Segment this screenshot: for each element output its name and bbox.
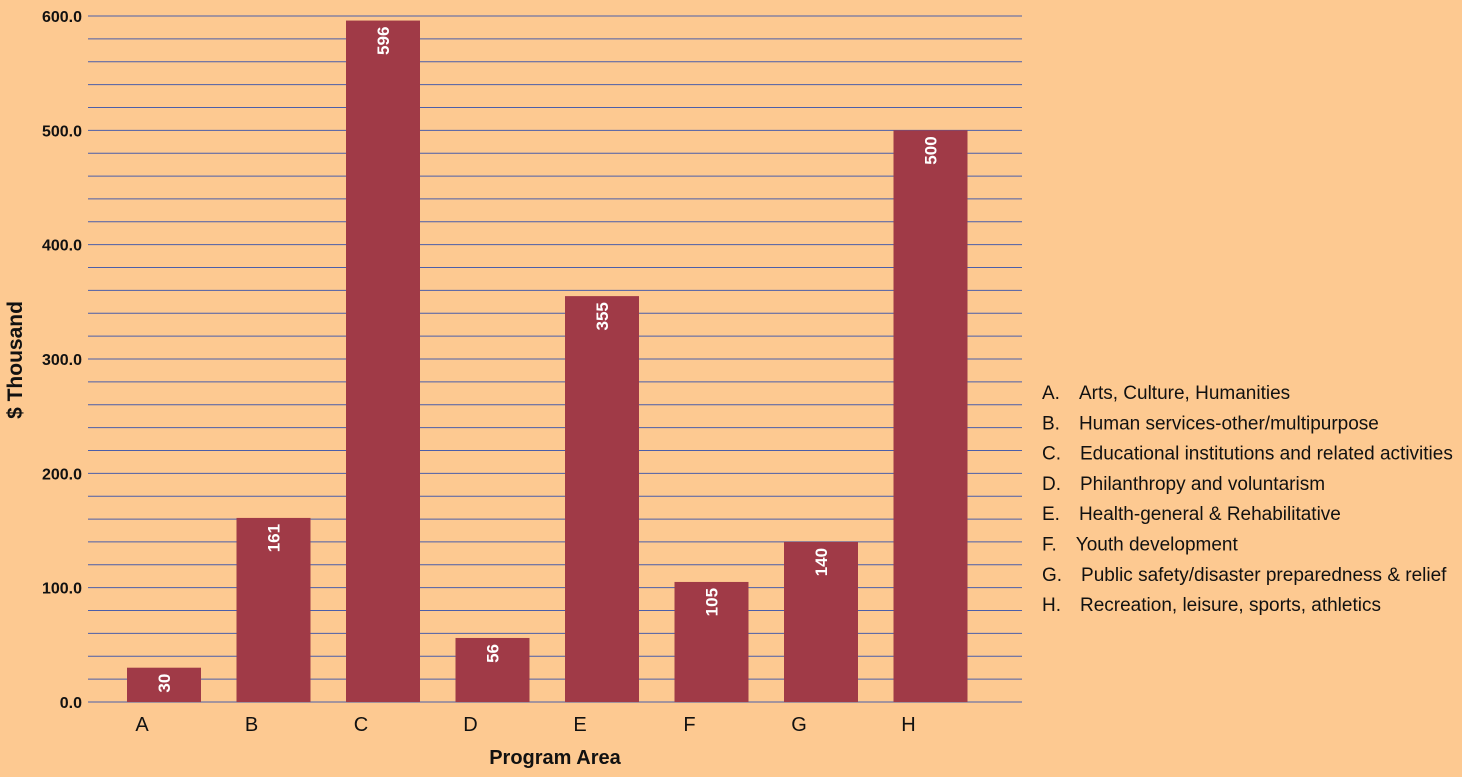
bar-b [236,517,311,702]
bar-c [346,20,420,702]
legend-item: H. Recreation, leisure, sports, athletic… [1042,595,1381,616]
x-tick-label: G [791,714,807,736]
bar-value-label: 56 [484,644,503,663]
legend: A. Arts, Culture, Humanities B. Human ser… [1042,383,1453,616]
bar-f [674,581,749,702]
y-tick-label: 100.0 [42,581,82,598]
y-tick-label: 0.0 [60,695,82,712]
bar-e [565,296,639,702]
legend-item: C. Educational institutions and related … [1042,444,1453,465]
bar-a [127,667,201,702]
x-tick-label: E [573,714,586,736]
legend-item: G. Public safety/disaster preparedness &… [1042,565,1447,586]
bar-value-label: 596 [374,27,393,55]
legend-item: A. Arts, Culture, Humanities [1042,383,1290,404]
x-tick-label: B [245,714,258,736]
y-axis-ticks: 0.0 100.0 200.0 300.0 400.0 500.0 600.0 [42,9,82,712]
y-tick-label: 200.0 [42,466,82,483]
y-tick-label: 300.0 [42,352,82,369]
y-tick-label: 500.0 [42,123,82,140]
bar-h [893,130,968,703]
bars: 30 161 596 56 355 105 140 500 [127,20,968,703]
legend-item: B. Human services-other/multipurpose [1042,413,1379,434]
legend-item: F. Youth development [1042,535,1238,556]
x-tick-label: A [135,714,149,736]
bar-value-label: 355 [593,302,612,330]
bar-value-label: 30 [155,674,174,693]
x-tick-label: D [463,714,477,736]
bar-value-label: 140 [812,548,831,576]
y-axis-title: $ Thousand [4,301,27,419]
bar-value-label: 105 [703,588,722,616]
legend-item: E. Health-general & Rehabilitative [1042,504,1341,525]
y-tick-label: 400.0 [42,238,82,255]
x-tick-label: C [354,714,368,736]
legend-item: D. Philanthropy and voluntarism [1042,474,1325,495]
x-axis-title: Program Area [489,747,621,769]
x-tick-label: H [901,714,915,736]
bar-value-label: 161 [265,524,284,552]
gridlines [88,15,1022,703]
x-tick-label: F [683,714,695,736]
bar-d [455,637,530,702]
bar-value-label: 500 [922,136,941,164]
x-axis-ticks: A B C D E F G H [135,714,915,736]
y-tick-label: 600.0 [42,9,82,26]
bar-g [784,541,858,702]
